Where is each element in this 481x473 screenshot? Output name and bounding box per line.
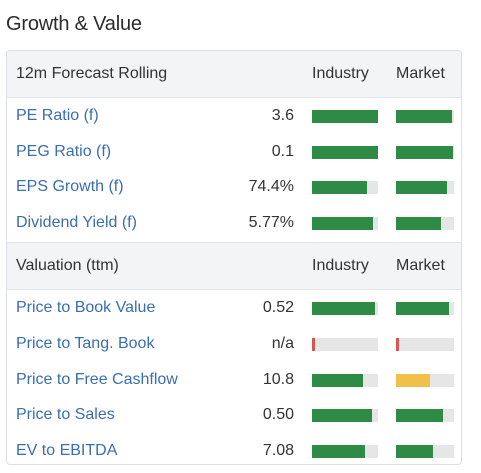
metric-link[interactable]: EV to EBITDA [16, 441, 118, 459]
metric-link[interactable]: Price to Free Cashflow [16, 370, 178, 388]
metric-row-pe-ratio: PE Ratio (f) 3.6 [7, 99, 461, 135]
industry-rank-fill [312, 145, 378, 159]
industry-rank-fill [312, 181, 368, 195]
metric-value: 0.1 [271, 142, 294, 160]
metric-value: 0.52 [262, 299, 294, 317]
market-rank-bar [396, 110, 454, 123]
industry-rank-bar [312, 181, 378, 195]
metric-link[interactable]: Price to Tang. Book [16, 334, 155, 352]
metric-link[interactable]: Price to Sales [16, 406, 115, 424]
metric-row-eps-growth: EPS Growth (f) 74.4% [7, 170, 461, 206]
metric-value: 5.77% [248, 213, 294, 231]
industry-rank-bar [312, 145, 378, 159]
metric-link[interactable]: PE Ratio (f) [16, 107, 99, 124]
industry-rank-fill [312, 302, 376, 316]
market-rank-fill [396, 145, 453, 159]
metric-row-price-to-book: Price to Book Value 0.52 [7, 291, 461, 327]
industry-rank-fill [312, 444, 365, 458]
industry-rank-bar [312, 373, 378, 387]
section-title: 12m Forecast Rolling [16, 65, 168, 82]
market-rank-fill [396, 444, 434, 458]
market-rank-fill [396, 409, 443, 423]
market-rank-fill [396, 110, 453, 123]
section-valuation: Valuation (ttm) Industry Market Price to… [7, 242, 461, 464]
market-rank-bar [396, 216, 454, 230]
industry-rank-fill [312, 373, 363, 387]
metric-link[interactable]: EPS Growth (f) [16, 178, 124, 196]
metric-value: 7.08 [262, 441, 294, 459]
market-rank-fill [396, 302, 450, 316]
market-rank-bar [396, 444, 454, 458]
industry-rank-bar [312, 216, 378, 230]
industry-rank-fill [312, 216, 373, 230]
widget-title: Growth & Value [6, 13, 142, 35]
market-rank-bar [396, 302, 454, 316]
metric-row-price-to-tang-book: Price to Tang. Book n/a [7, 327, 461, 363]
industry-rank-bar [312, 302, 378, 316]
metric-value: 3.6 [271, 107, 294, 124]
metric-value: 0.50 [262, 406, 294, 424]
section-header: 12m Forecast Rolling Industry Market [7, 51, 461, 98]
metric-row-price-to-sales: Price to Sales 0.50 [7, 398, 461, 434]
metric-link[interactable]: Dividend Yield (f) [16, 213, 137, 231]
industry-rank-bar [312, 337, 378, 351]
industry-rank-fill [312, 337, 315, 351]
metric-row-ev-to-ebitda: EV to EBITDA 7.08 [7, 434, 461, 464]
market-column-header: Market [396, 65, 445, 82]
industry-rank-bar [312, 110, 378, 123]
market-rank-fill [396, 216, 442, 230]
metric-rows: Price to Book Value 0.52 Price to Tang. … [7, 290, 461, 464]
market-rank-bar [396, 409, 454, 423]
metric-row-peg-ratio: PEG Ratio (f) 0.1 [7, 135, 461, 171]
industry-column-header: Industry [312, 257, 369, 275]
metric-value: 74.4% [248, 178, 294, 196]
section-title: Valuation (ttm) [16, 257, 119, 275]
section-forecast: 12m Forecast Rolling Industry Market PE … [7, 51, 461, 242]
industry-rank-bar [312, 409, 378, 423]
market-rank-fill [396, 337, 399, 351]
industry-rank-fill [312, 409, 373, 423]
market-rank-bar [396, 337, 454, 351]
industry-rank-bar [312, 444, 378, 458]
metric-row-price-to-free-cashflow: Price to Free Cashflow 10.8 [7, 363, 461, 399]
market-rank-bar [396, 181, 454, 195]
market-rank-bar [396, 373, 454, 387]
growth-value-panel: 12m Forecast Rolling Industry Market PE … [6, 50, 462, 465]
metric-link[interactable]: PEG Ratio (f) [16, 142, 112, 160]
industry-column-header: Industry [312, 65, 369, 82]
market-rank-fill [396, 373, 431, 387]
metric-value: 10.8 [262, 370, 294, 388]
industry-rank-fill [312, 110, 378, 123]
section-header: Valuation (ttm) Industry Market [7, 242, 461, 291]
metric-rows: PE Ratio (f) 3.6 PEG Ratio (f) 0.1 EPS G… [7, 98, 461, 242]
market-column-header: Market [396, 257, 445, 275]
metric-value: n/a [271, 334, 294, 352]
metric-row-dividend-yield: Dividend Yield (f) 5.77% [7, 206, 461, 242]
market-rank-bar [396, 145, 454, 159]
market-rank-fill [396, 181, 448, 195]
metric-link[interactable]: Price to Book Value [16, 299, 156, 317]
